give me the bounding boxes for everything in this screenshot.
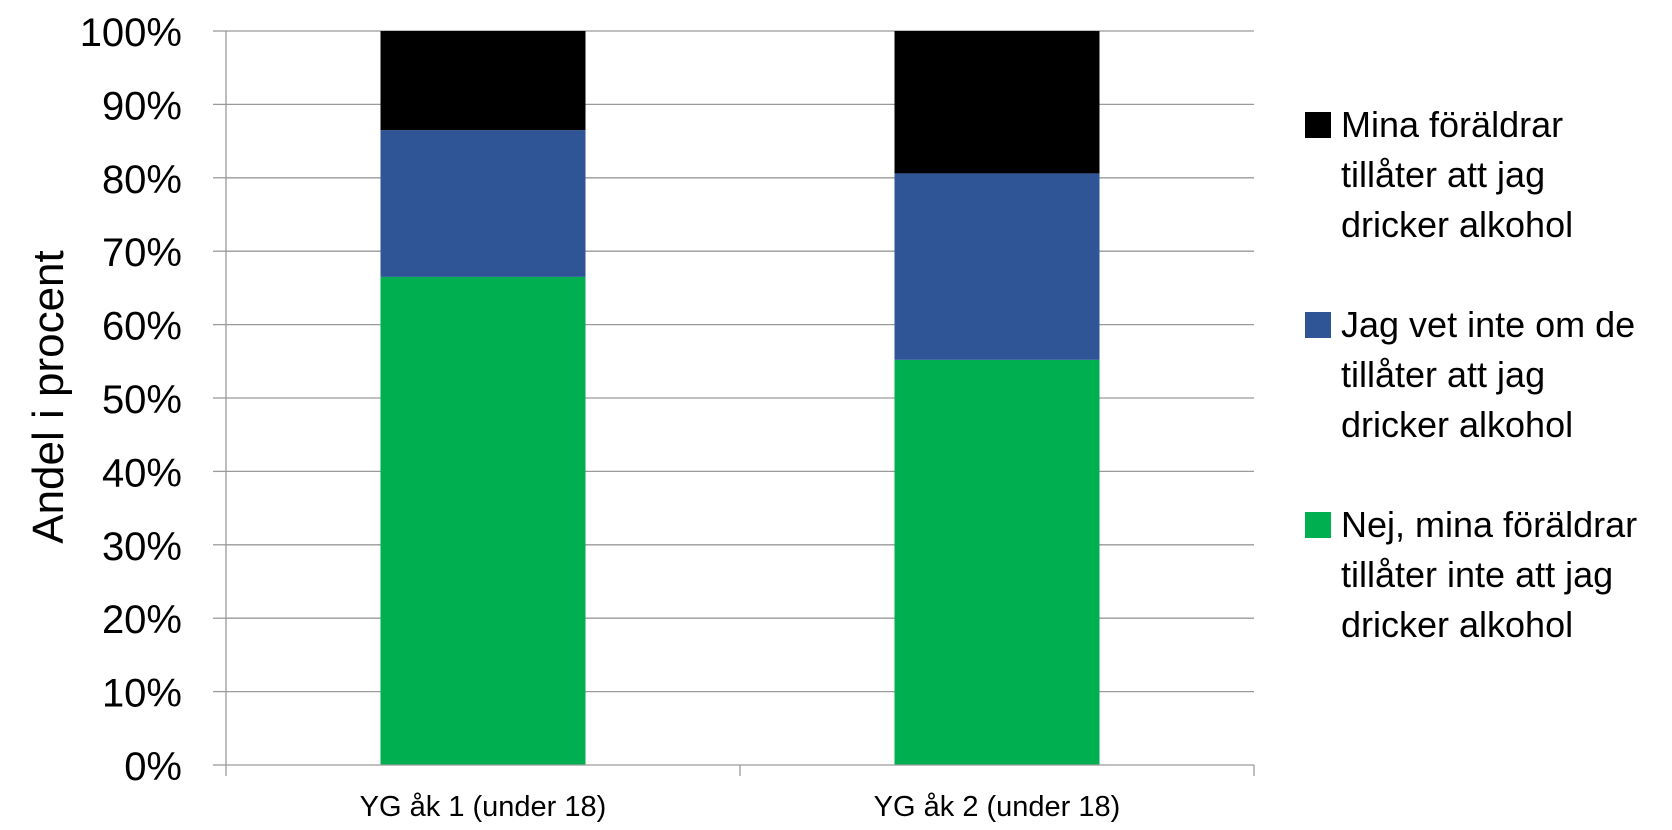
x-tick-label: YG åk 1 (under 18): [360, 791, 607, 823]
bar-segment: [894, 359, 1100, 765]
legend-swatch-dont-know: [1305, 312, 1331, 338]
bar-segment: [380, 31, 586, 131]
legend-label-allowed: Mina föräldrar tillåter att jag dricker …: [1341, 104, 1574, 245]
y-tick-label: 30%: [102, 525, 182, 569]
legend-item-allowed: Mina föräldrar tillåter att jag dricker …: [1305, 100, 1665, 250]
legend-swatch-not-allowed: [1305, 512, 1331, 538]
gridlines: [226, 30, 1254, 693]
legend: Mina föräldrar tillåter att jag dricker …: [1305, 100, 1665, 700]
bar-segment: [380, 276, 586, 765]
legend-swatch-allowed: [1305, 112, 1331, 138]
y-axis-title: Andel i procent: [24, 250, 73, 544]
x-tick-label: YG åk 2 (under 18): [874, 791, 1121, 823]
y-tick-label: 40%: [102, 451, 182, 495]
axes: 0% 10% 20% 30% 40% 50% 60% 70% 80% 90% 100% YG åk 1…: [80, 11, 1255, 823]
legend-item-not-allowed: Nej, mina föräldrar tillåter inte att ja…: [1305, 500, 1665, 650]
y-tick-label: 0%: [124, 745, 182, 789]
y-tick-label: 20%: [102, 598, 182, 642]
legend-item-dont-know: Jag vet inte om de tillåter att jag dric…: [1305, 300, 1665, 450]
y-tick-label: 100%: [80, 11, 182, 55]
bar-segment: [894, 173, 1100, 360]
y-tick-label: 70%: [102, 231, 182, 275]
y-tick-label: 90%: [102, 84, 182, 128]
y-tick-label: 10%: [102, 672, 182, 716]
bar-segment: [894, 31, 1100, 174]
y-tick-label: 80%: [102, 158, 182, 202]
legend-label-not-allowed: Nej, mina föräldrar tillåter inte att ja…: [1341, 504, 1638, 645]
y-tick-label: 50%: [102, 378, 182, 422]
bar-segment: [380, 130, 586, 277]
legend-label-dont-know: Jag vet inte om de tillåter att jag dric…: [1341, 304, 1636, 445]
bars: [380, 31, 1100, 765]
y-tick-label: 60%: [102, 305, 182, 349]
